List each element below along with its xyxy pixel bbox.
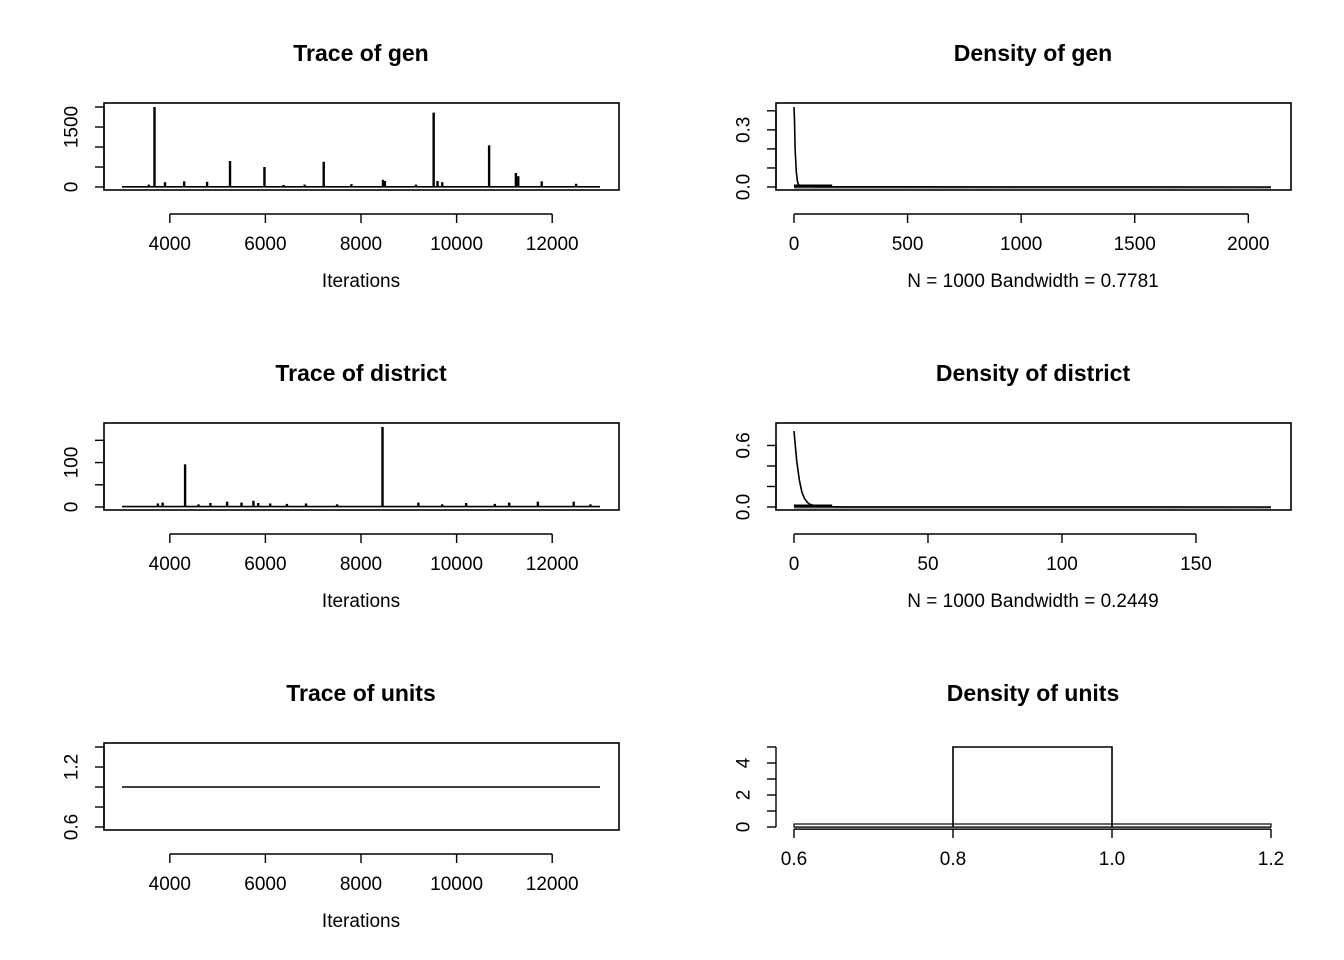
trace-of-gen-panel: Trace of gen Iterations 0 1500 4000 6000 800…	[62, 40, 620, 292]
chart-title: Density of units	[947, 680, 1120, 706]
x-tick-label: 1.0	[1099, 849, 1125, 870]
x-axis-label: Iterations	[322, 591, 400, 612]
x-axis-label: N = 1000 Bandwidth = 0.2449	[907, 591, 1158, 612]
x-axis-label: Iterations	[322, 271, 400, 292]
x-tick-label: 4000	[149, 234, 191, 255]
y-tick-label: 0.3	[734, 117, 755, 143]
density-of-gen-panel: Density of gen N = 1000 Bandwidth = 0.77…	[734, 40, 1292, 292]
x-tick-label: 12000	[526, 234, 579, 255]
density-curve	[793, 431, 1272, 508]
x-tick-label: 4000	[149, 554, 191, 575]
x-tick-label: 6000	[244, 874, 286, 895]
y-tick-label: 0.0	[734, 494, 755, 520]
x-tick-label: 12000	[526, 554, 579, 575]
x-axis-label: N = 1000 Bandwidth = 0.7781	[907, 271, 1158, 292]
x-tick-label: 2000	[1227, 234, 1269, 255]
chart-title: Trace of district	[275, 360, 447, 386]
x-tick-label: 10000	[430, 874, 483, 895]
density-curve	[793, 106, 1272, 188]
x-tick-label: 1000	[1000, 234, 1042, 255]
chart-title: Density of district	[936, 360, 1131, 386]
chart-title: Density of gen	[954, 40, 1112, 66]
x-tick-label: 8000	[340, 554, 382, 575]
y-tick-label: 1500	[62, 106, 83, 148]
rug-band	[793, 823, 1272, 828]
y-tick-label: 0	[734, 822, 755, 833]
x-tick-label: 0.6	[781, 849, 807, 870]
plot-frame	[775, 422, 1292, 511]
trace-of-units-panel: Trace of units Iterations 0.6 1.2 4000 6000…	[62, 680, 620, 932]
density-curve	[952, 746, 1113, 827]
x-tick-label: 12000	[526, 874, 579, 895]
y-tick-label: 0.6	[62, 814, 83, 840]
density-of-district-panel: Density of district N = 1000 Bandwidth =…	[734, 360, 1292, 612]
y-tick-label: 2	[734, 790, 755, 801]
trace-of-district-panel: Trace of district Iterations 0 100 4000 600…	[62, 360, 620, 612]
chart-title: Trace of gen	[293, 40, 428, 66]
x-tick-label: 6000	[244, 554, 286, 575]
x-tick-label: 500	[892, 234, 924, 255]
y-tick-label: 100	[62, 447, 83, 479]
y-tick-label: 0	[62, 502, 83, 513]
x-tick-label: 1.2	[1258, 849, 1284, 870]
chart-title: Trace of units	[286, 680, 436, 706]
x-tick-label: 4000	[149, 874, 191, 895]
x-tick-label: 8000	[340, 234, 382, 255]
y-tick-label: 0	[62, 182, 83, 193]
x-tick-label: 0.8	[940, 849, 966, 870]
x-tick-label: 100	[1046, 554, 1078, 575]
x-tick-label: 50	[917, 554, 938, 575]
y-tick-label: 1.2	[62, 754, 83, 780]
x-tick-label: 10000	[430, 554, 483, 575]
plot-frame	[775, 102, 1292, 191]
x-tick-label: 0	[789, 234, 800, 255]
x-axis-label: Iterations	[322, 911, 400, 932]
x-tick-label: 0	[789, 554, 800, 575]
plot-frame	[103, 102, 620, 191]
x-tick-label: 8000	[340, 874, 382, 895]
x-tick-label: 6000	[244, 234, 286, 255]
y-tick-label: 0.6	[734, 432, 755, 458]
x-tick-label: 10000	[430, 234, 483, 255]
y-tick-label: 0.0	[734, 174, 755, 200]
x-tick-label: 150	[1180, 554, 1212, 575]
y-tick-label: 4	[734, 757, 755, 768]
density-of-units-panel: Density of units 0 2 4 0.6 0.8 1.0 1.2	[734, 680, 1285, 870]
x-tick-label: 1500	[1114, 234, 1156, 255]
plot-frame	[103, 422, 620, 511]
